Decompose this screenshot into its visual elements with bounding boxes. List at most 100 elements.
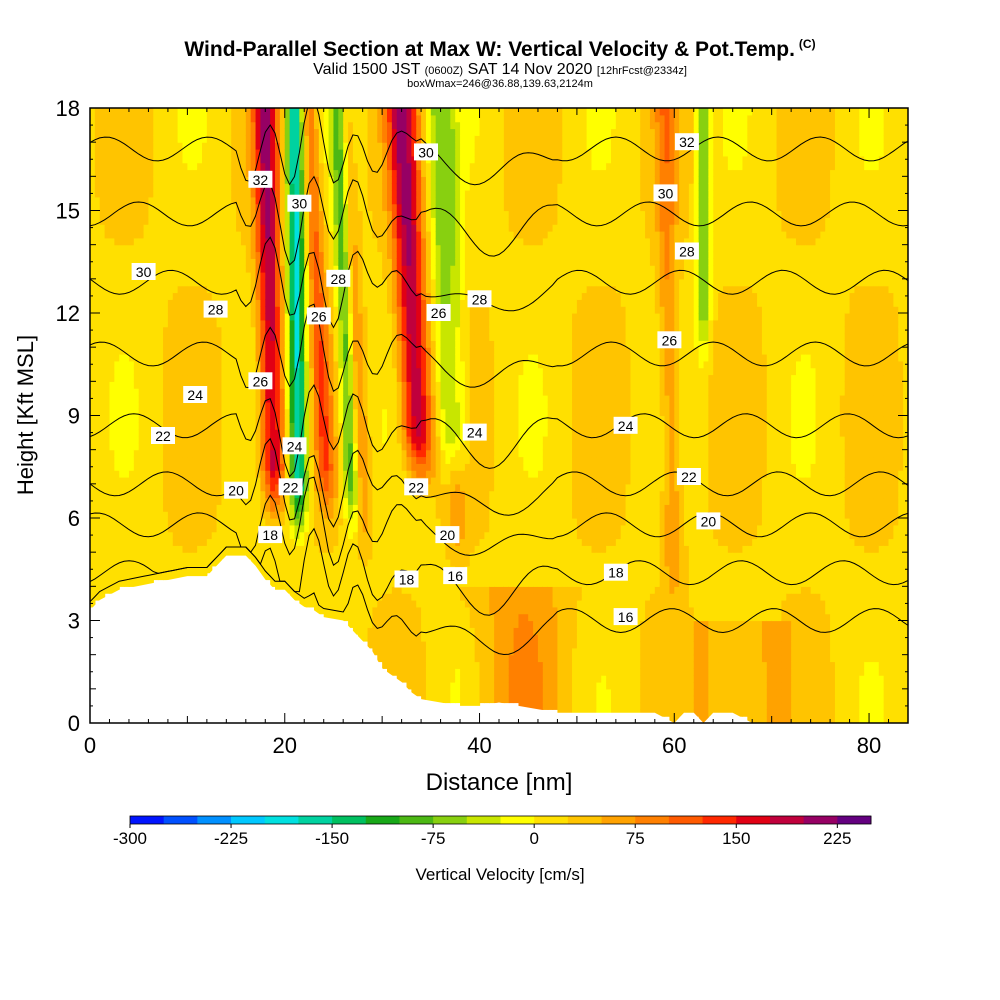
- velocity-cell: [372, 149, 378, 157]
- velocity-cell: [352, 620, 359, 628]
- velocity-cell: [138, 388, 145, 396]
- velocity-cell: [391, 388, 398, 396]
- velocity-cell: [192, 565, 198, 574]
- velocity-cell: [401, 155, 408, 164]
- velocity-cell: [245, 210, 252, 218]
- velocity-cell: [226, 149, 232, 157]
- velocity-cell: [124, 401, 130, 410]
- velocity-cell: [377, 203, 383, 212]
- velocity-cell: [197, 381, 203, 389]
- velocity-cell: [167, 155, 174, 164]
- velocity-cell: [245, 518, 252, 526]
- velocity-cell: [231, 395, 237, 403]
- velocity-cell: [411, 682, 417, 690]
- velocity-cell: [367, 572, 374, 581]
- velocity-cell: [250, 142, 257, 150]
- velocity-cell: [192, 449, 198, 458]
- velocity-cell: [231, 231, 237, 239]
- velocity-cell: [270, 559, 276, 567]
- velocity-cell: [94, 518, 101, 526]
- velocity-cell: [270, 511, 276, 519]
- velocity-cell: [260, 155, 266, 164]
- velocity-cell: [114, 169, 120, 177]
- velocity-cell: [372, 442, 378, 451]
- velocity-cell: [197, 272, 203, 280]
- velocity-cell: [416, 190, 422, 198]
- velocity-cell: [387, 278, 393, 287]
- velocity-cell: [177, 155, 184, 164]
- velocity-cell: [289, 169, 296, 177]
- velocity-cell: [109, 545, 115, 553]
- velocity-cell: [406, 429, 412, 437]
- velocity-cell: [187, 490, 193, 499]
- velocity-cell: [90, 169, 96, 177]
- velocity-cell: [250, 456, 257, 464]
- velocity-cell: [289, 538, 296, 546]
- velocity-cell: [284, 326, 291, 335]
- velocity-cell: [211, 449, 218, 458]
- velocity-cell: [377, 579, 383, 587]
- velocity-cell: [318, 586, 325, 594]
- velocity-cell: [124, 367, 130, 376]
- velocity-cell: [299, 497, 305, 505]
- velocity-cell: [119, 552, 125, 560]
- velocity-cell: [391, 237, 398, 246]
- velocity-cell: [94, 272, 101, 280]
- velocity-cell: [275, 237, 281, 246]
- velocity-cell: [255, 217, 262, 225]
- velocity-cell: [406, 313, 412, 321]
- velocity-cell: [167, 408, 174, 417]
- velocity-cell: [357, 183, 364, 191]
- velocity-cell: [401, 456, 408, 464]
- velocity-cell: [299, 292, 305, 300]
- velocity-cell: [94, 490, 101, 499]
- velocity-cell: [158, 190, 164, 198]
- velocity-cell: [94, 258, 101, 266]
- velocity-cell: [323, 135, 330, 143]
- velocity-cell: [421, 518, 427, 526]
- velocity-cell: [333, 258, 339, 266]
- velocity-cell: [236, 497, 242, 505]
- velocity-cell: [187, 326, 193, 335]
- velocity-cell: [401, 135, 408, 143]
- velocity-cell: [401, 231, 408, 239]
- velocity-cell: [352, 162, 359, 171]
- velocity-cell: [177, 347, 184, 355]
- velocity-cell: [245, 292, 252, 300]
- velocity-cell: [382, 258, 388, 266]
- velocity-cell: [387, 545, 393, 553]
- velocity-cell: [240, 196, 247, 205]
- velocity-cell: [158, 231, 164, 239]
- velocity-cell: [192, 190, 198, 198]
- velocity-cell: [304, 545, 310, 553]
- velocity-cell: [260, 244, 266, 253]
- velocity-cell: [411, 258, 417, 266]
- velocity-cell: [187, 203, 193, 212]
- velocity-cell: [377, 627, 383, 635]
- velocity-cell: [304, 210, 310, 218]
- velocity-cell: [201, 285, 208, 294]
- velocity-cell: [163, 278, 169, 287]
- velocity-cell: [158, 477, 164, 485]
- velocity-cell: [299, 135, 305, 143]
- velocity-cell: [299, 415, 305, 423]
- velocity-cell: [94, 149, 101, 157]
- velocity-cell: [304, 470, 310, 478]
- velocity-cell: [109, 497, 115, 505]
- velocity-cell: [260, 210, 266, 218]
- velocity-cell: [309, 326, 315, 335]
- velocity-cell: [128, 477, 135, 485]
- velocity-cell: [231, 203, 237, 212]
- velocity-cell: [406, 354, 412, 362]
- velocity-cell: [138, 395, 145, 403]
- velocity-cell: [382, 374, 388, 382]
- velocity-cell: [401, 108, 408, 116]
- velocity-cell: [163, 347, 169, 355]
- velocity-cell: [148, 415, 154, 423]
- velocity-cell: [323, 545, 330, 553]
- velocity-cell: [275, 367, 281, 376]
- velocity-cell: [206, 545, 213, 553]
- velocity-cell: [396, 538, 403, 546]
- velocity-cell: [416, 258, 422, 266]
- velocity-cell: [124, 176, 130, 184]
